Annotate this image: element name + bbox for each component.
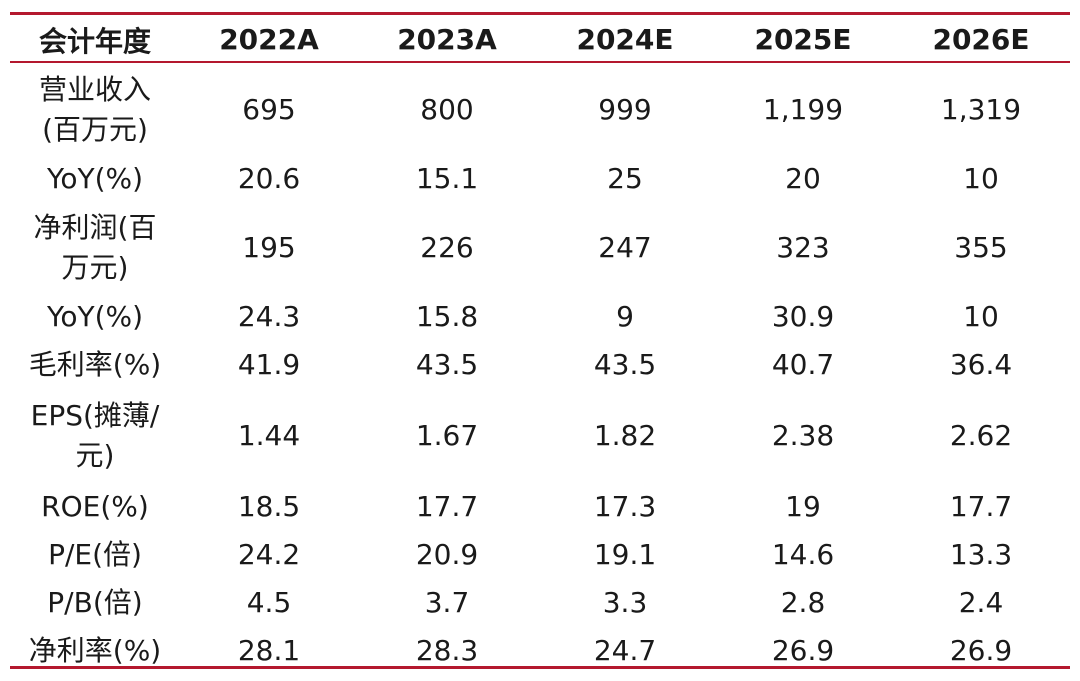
table-cell: 247: [598, 231, 652, 264]
table-row-net-profit: 净利润(百 万元) 195 226 247 323 355: [10, 203, 1070, 293]
table-cell: 1.67: [415, 419, 479, 452]
table-cell: 15.8: [415, 300, 479, 333]
table-row-revenue: 营业收入 (百万元) 695 800 999 1,199 1,319: [10, 63, 1070, 155]
table-row-net-margin: 净利率(%) 28.1 28.3 24.7 26.9 26.9: [10, 627, 1070, 675]
row-label-line: EPS(摊薄/: [30, 399, 160, 432]
table-cell: 2.38: [771, 419, 835, 452]
table-cell: 323: [776, 231, 830, 264]
table-cell: 26.9: [949, 634, 1013, 667]
row-label: 营业收入 (百万元): [10, 63, 180, 155]
table-cell: 19: [785, 490, 821, 523]
table-cell: 26.9: [771, 634, 835, 667]
table-cell: 20.9: [415, 538, 479, 571]
table-cell: 3.7: [424, 586, 470, 619]
table-cell: 24.2: [237, 538, 301, 571]
table-cell: 19.1: [593, 538, 657, 571]
table-cell: 30.9: [771, 300, 835, 333]
row-label: P/B(倍): [47, 586, 143, 619]
table-cell: 999: [598, 93, 652, 126]
table-cell: 3.3: [602, 586, 648, 619]
financial-forecast-table: 会计年度 2022A 2023A 2024E 2025E 2026E 营业收入 …: [10, 14, 1070, 675]
row-label: 净利率(%): [28, 634, 162, 667]
row-label: ROE(%): [41, 490, 149, 523]
table-row-eps: EPS(摊薄/ 元) 1.44 1.67 1.82 2.38 2.62: [10, 389, 1070, 483]
table-cell: 17.7: [949, 490, 1013, 523]
row-label: YoY(%): [46, 162, 144, 195]
table-cell: 1,199: [762, 93, 844, 126]
table-cell: 1.44: [237, 419, 301, 452]
bottom-rule: [10, 666, 1070, 669]
table-cell: 800: [420, 93, 474, 126]
table-cell: 17.7: [415, 490, 479, 523]
table-cell: 2.62: [949, 419, 1013, 452]
row-label: 毛利率(%): [28, 348, 162, 381]
table-cell: 20.6: [237, 162, 301, 195]
table-cell: 17.3: [593, 490, 657, 523]
header-year: 2023A: [397, 23, 497, 56]
header-year: 2022A: [219, 23, 319, 56]
table-cell: 24.3: [237, 300, 301, 333]
row-label-line: (百万元): [42, 113, 148, 146]
table-cell: 18.5: [237, 490, 301, 523]
table-cell: 25: [607, 162, 643, 195]
table-row-pb: P/B(倍) 4.5 3.7 3.3 2.8 2.4: [10, 579, 1070, 627]
table-cell: 4.5: [246, 586, 292, 619]
table-cell: 226: [420, 231, 474, 264]
header-rule: [10, 61, 1070, 63]
top-rule: [10, 12, 1070, 15]
row-label-line: 元): [75, 439, 115, 472]
table-cell: 2.8: [780, 586, 826, 619]
table-cell: 43.5: [593, 348, 657, 381]
table-cell: 43.5: [415, 348, 479, 381]
table-cell: 10: [963, 300, 999, 333]
table-cell: 695: [242, 93, 296, 126]
table-cell: 10: [963, 162, 999, 195]
table-cell: 195: [242, 231, 296, 264]
row-label-line: 营业收入: [38, 73, 151, 106]
table-cell: 36.4: [949, 348, 1013, 381]
table-cell: 1.82: [593, 419, 657, 452]
table-cell: 20: [785, 162, 821, 195]
row-label: P/E(倍): [48, 538, 142, 571]
table-cell: 41.9: [237, 348, 301, 381]
table-cell: 28.3: [415, 634, 479, 667]
table-cell: 40.7: [771, 348, 835, 381]
row-label: YoY(%): [46, 300, 144, 333]
table-row-revenue-yoy: YoY(%) 20.6 15.1 25 20 10: [10, 155, 1070, 203]
row-label-line: 万元): [61, 251, 129, 284]
table-cell: 24.7: [593, 634, 657, 667]
table-cell: 1,319: [940, 93, 1022, 126]
header-row: 会计年度 2022A 2023A 2024E 2025E 2026E: [10, 14, 1070, 63]
header-year: 2025E: [754, 23, 852, 56]
table-cell: 9: [616, 300, 634, 333]
table-cell: 355: [954, 231, 1008, 264]
row-label: 净利润(百 万元): [10, 203, 180, 293]
row-label-line: 净利润(百: [33, 211, 157, 244]
table-cell: 2.4: [958, 586, 1004, 619]
table-cell: 15.1: [415, 162, 479, 195]
table-cell: 28.1: [237, 634, 301, 667]
header-year: 2024E: [576, 23, 674, 56]
header-year: 2026E: [932, 23, 1030, 56]
table-row-pe: P/E(倍) 24.2 20.9 19.1 14.6 13.3: [10, 531, 1070, 579]
table-cell: 13.3: [949, 538, 1013, 571]
header-label: 会计年度: [38, 24, 151, 58]
table-row-net-profit-yoy: YoY(%) 24.3 15.8 9 30.9 10: [10, 293, 1070, 341]
table-row-roe: ROE(%) 18.5 17.7 17.3 19 17.7: [10, 483, 1070, 531]
table-cell: 14.6: [771, 538, 835, 571]
row-label: EPS(摊薄/ 元): [10, 389, 180, 483]
table-row-gross-margin: 毛利率(%) 41.9 43.5 43.5 40.7 36.4: [10, 341, 1070, 389]
